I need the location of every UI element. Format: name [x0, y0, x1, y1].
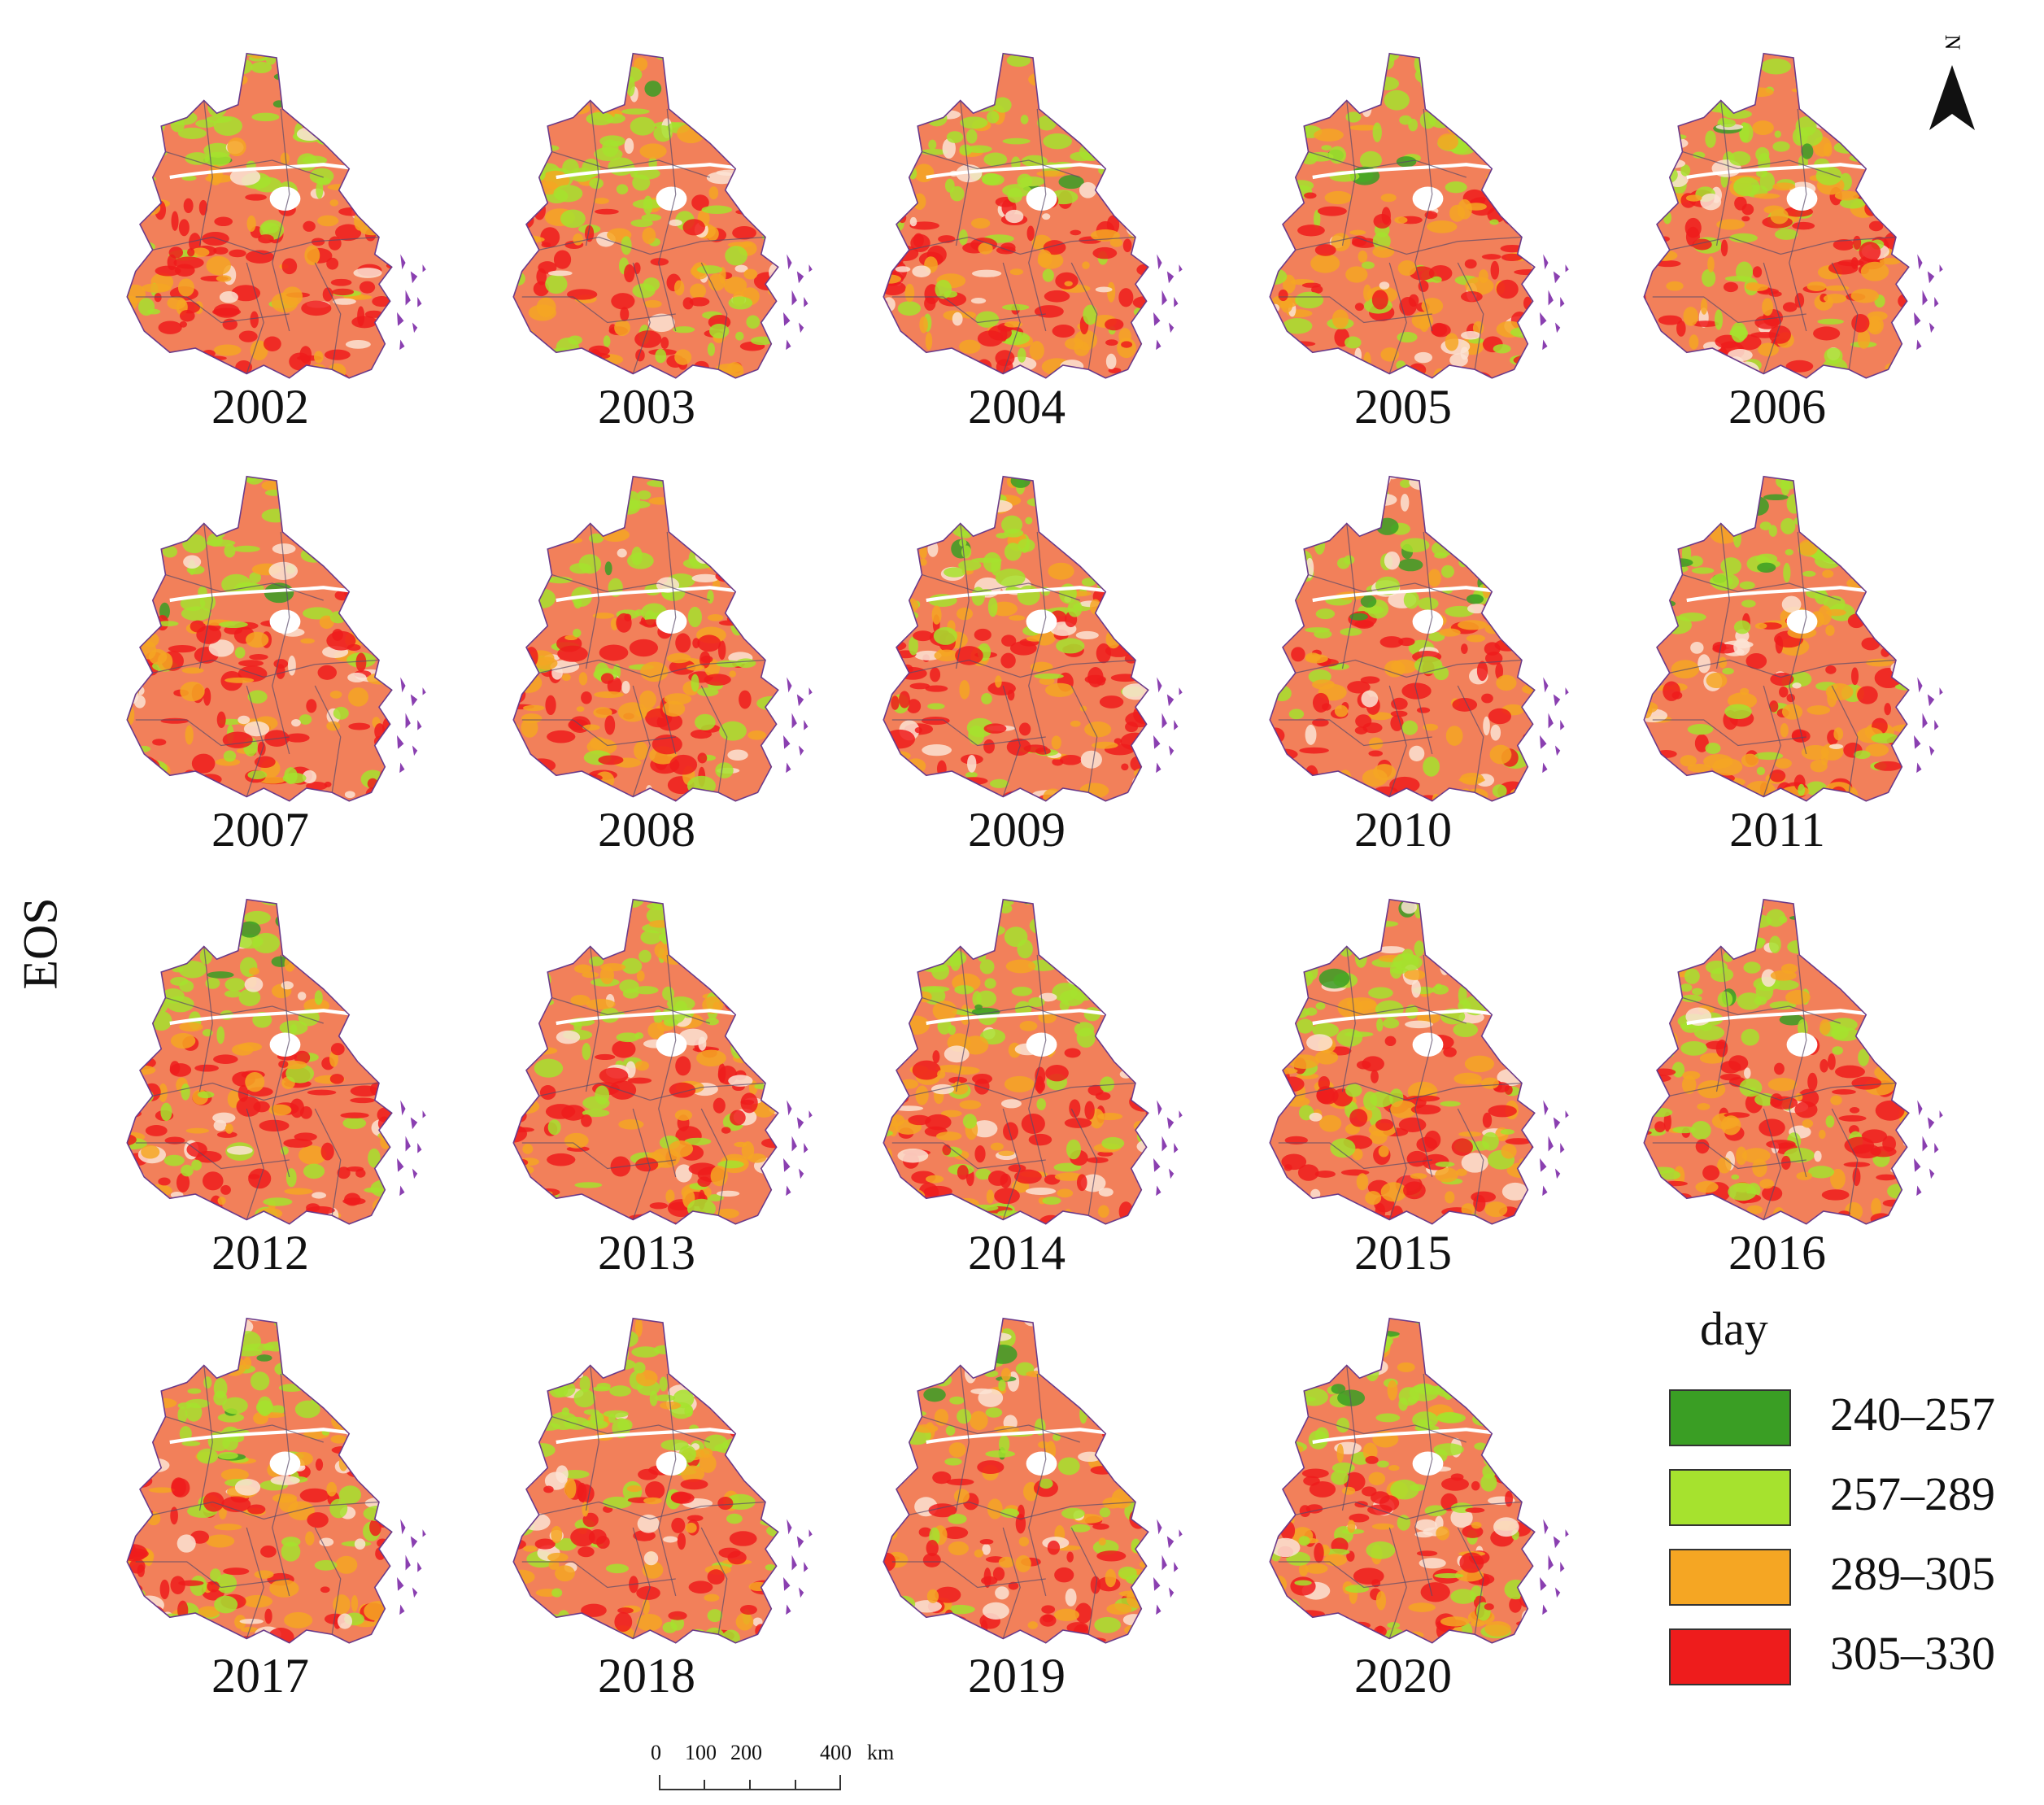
- map-panel: [484, 887, 842, 1261]
- year-label: 2016: [1728, 1226, 1826, 1280]
- eos-map: [1269, 1317, 1569, 1644]
- map-panel: [98, 41, 455, 415]
- eos-map: [1269, 898, 1569, 1225]
- eos-map: [1269, 475, 1569, 802]
- eos-map: [1643, 475, 1943, 802]
- map-panel: [854, 1306, 1212, 1680]
- year-label: 2002: [211, 380, 309, 434]
- region-fill: [883, 476, 1148, 801]
- eos-map: [126, 1317, 426, 1644]
- region-fill: [1644, 899, 1909, 1224]
- north-arrow-icon: N: [1929, 35, 1975, 130]
- year-label: 2008: [598, 803, 695, 857]
- legend-title: day: [1700, 1302, 1768, 1355]
- legend-item: 240–257: [1659, 1383, 2033, 1448]
- map-panel: [854, 887, 1212, 1261]
- scale-bar: 0 100 200 400 km: [651, 1741, 919, 1798]
- map-panel: [1615, 464, 1972, 838]
- map-panel: [854, 41, 1212, 415]
- map-panel: [1240, 887, 1598, 1261]
- map-panel: [1240, 464, 1598, 838]
- year-label: 2007: [211, 803, 309, 857]
- year-label: 2014: [968, 1226, 1066, 1280]
- map-panel: [98, 1306, 455, 1680]
- eos-map: [1643, 898, 1943, 1225]
- legend-item: 289–305: [1659, 1542, 2033, 1607]
- map-panel: [1240, 1306, 1598, 1680]
- year-label: 2018: [598, 1649, 695, 1703]
- eos-map: [512, 898, 813, 1225]
- scale-tick-label: 200: [730, 1741, 762, 1764]
- eos-map: [883, 475, 1183, 802]
- year-label: 2004: [968, 380, 1066, 434]
- eos-map: [512, 475, 813, 802]
- year-label: 2020: [1354, 1649, 1452, 1703]
- eos-map: [883, 1317, 1183, 1644]
- year-label: 2005: [1354, 380, 1452, 434]
- legend-swatch: [1669, 1469, 1791, 1526]
- eos-map: [883, 52, 1183, 379]
- year-label: 2017: [211, 1649, 309, 1703]
- eos-map: [1269, 52, 1569, 379]
- map-panel: [1615, 887, 1972, 1261]
- eos-map: [883, 898, 1183, 1225]
- legend-swatch: [1669, 1389, 1791, 1446]
- year-label: 2010: [1354, 803, 1452, 857]
- y-axis-label: EOS: [13, 897, 68, 990]
- scale-tick-label: 0: [651, 1741, 661, 1764]
- year-label: 2013: [598, 1226, 695, 1280]
- north-label: N: [1941, 35, 1964, 50]
- map-panel: [1615, 41, 1972, 415]
- year-label: 2006: [1728, 380, 1826, 434]
- legend-label: 257–289: [1830, 1467, 1995, 1520]
- legend-swatch: [1669, 1549, 1791, 1606]
- scale-tick-label: 400: [820, 1741, 852, 1764]
- legend-label: 289–305: [1830, 1547, 1995, 1600]
- year-label: 2015: [1354, 1226, 1452, 1280]
- legend-label: 305–330: [1830, 1627, 1995, 1680]
- map-panel: [98, 464, 455, 838]
- eos-map: [512, 52, 813, 379]
- year-label: 2019: [968, 1649, 1066, 1703]
- legend-label: 240–257: [1830, 1388, 1995, 1441]
- map-panel: [484, 1306, 842, 1680]
- eos-map: [512, 1317, 813, 1644]
- eos-map: [126, 475, 426, 802]
- map-panel: [484, 41, 842, 415]
- year-label: 2012: [211, 1226, 309, 1280]
- year-label: 2003: [598, 380, 695, 434]
- map-panel: [854, 464, 1212, 838]
- eos-map: [1643, 52, 1943, 379]
- scale-bar-line: [659, 1775, 841, 1790]
- year-label: 2009: [968, 803, 1066, 857]
- region-fill: [883, 1318, 1148, 1643]
- legend-item: 257–289: [1659, 1463, 2033, 1528]
- eos-map: [126, 898, 426, 1225]
- scale-tick-label: 100: [685, 1741, 717, 1764]
- map-panel: [484, 464, 842, 838]
- eos-map: [126, 52, 426, 379]
- legend: day 240–257 257–289 289–305 305–330: [1659, 1301, 2033, 1724]
- legend-swatch: [1669, 1628, 1791, 1685]
- map-panel: [98, 887, 455, 1261]
- scale-unit: km: [867, 1741, 895, 1764]
- year-label: 2011: [1729, 803, 1825, 857]
- region-fill: [883, 899, 1148, 1224]
- legend-item: 305–330: [1659, 1622, 2033, 1687]
- map-panel: [1240, 41, 1598, 415]
